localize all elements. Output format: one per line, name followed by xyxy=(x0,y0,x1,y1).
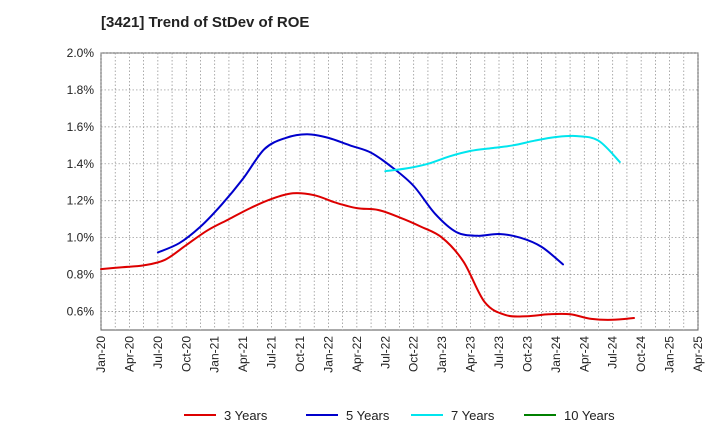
x-axis-ticks: Jan-20 Apr-20 Jul-20 Oct-20 Jan-21 Apr-21 Jul-… xyxy=(94,336,705,373)
x-tick-label: Apr-21 xyxy=(236,336,250,372)
y-tick-label: 1.8% xyxy=(67,83,95,97)
x-tick-label: Jan-24 xyxy=(549,336,563,373)
x-tick-label: Jul-22 xyxy=(378,336,392,369)
x-tick-label: Jul-20 xyxy=(151,336,165,369)
legend: 3 Years 5 Years 7 Years 10 Years xyxy=(184,408,615,423)
chart-title: [3421] Trend of StDev of ROE xyxy=(101,14,310,31)
x-tick-label: Oct-21 xyxy=(293,336,307,372)
x-tick-label: Jul-23 xyxy=(492,336,506,369)
x-tick-label: Apr-24 xyxy=(577,336,591,372)
y-tick-label: 1.2% xyxy=(67,194,95,208)
legend-label-3-years: 3 Years xyxy=(224,408,268,423)
x-tick-label: Apr-22 xyxy=(350,336,364,372)
x-tick-label: Jul-24 xyxy=(606,336,620,369)
series-line-7-years xyxy=(384,134,621,173)
y-tick-label: 2.0% xyxy=(67,46,95,60)
y-tick-label: 1.4% xyxy=(67,157,95,171)
grid-lines xyxy=(100,52,699,330)
legend-label-5-years: 5 Years xyxy=(346,408,390,423)
x-tick-label: Jan-20 xyxy=(94,336,108,373)
y-tick-label: 0.6% xyxy=(67,305,95,319)
series-line-3-years xyxy=(100,192,635,321)
x-tick-label: Oct-22 xyxy=(407,336,421,372)
y-tick-label: 1.0% xyxy=(67,231,95,245)
x-tick-label: Oct-23 xyxy=(520,336,534,372)
x-tick-label: Apr-25 xyxy=(691,336,705,372)
legend-label-10-years: 10 Years xyxy=(564,408,615,423)
x-tick-label: Jan-23 xyxy=(435,336,449,373)
series-layer xyxy=(100,133,635,321)
y-tick-label: 1.6% xyxy=(67,120,95,134)
legend-label-7-years: 7 Years xyxy=(451,408,495,423)
x-tick-label: Jul-21 xyxy=(265,336,279,369)
x-tick-label: Jan-21 xyxy=(208,336,222,373)
x-tick-label: Apr-20 xyxy=(122,336,136,372)
x-tick-label: Oct-20 xyxy=(179,336,193,372)
y-tick-label: 0.8% xyxy=(67,268,95,282)
series-line-5-years xyxy=(156,133,564,266)
y-axis-ticks: 0.6% 0.8% 1.0% 1.2% 1.4% 1.6% 1.8% 2.0% xyxy=(67,46,95,319)
x-tick-label: Jan-25 xyxy=(663,336,677,373)
x-tick-label: Apr-23 xyxy=(464,336,478,372)
x-tick-label: Jan-22 xyxy=(321,336,335,373)
x-tick-label: Oct-24 xyxy=(634,336,648,372)
